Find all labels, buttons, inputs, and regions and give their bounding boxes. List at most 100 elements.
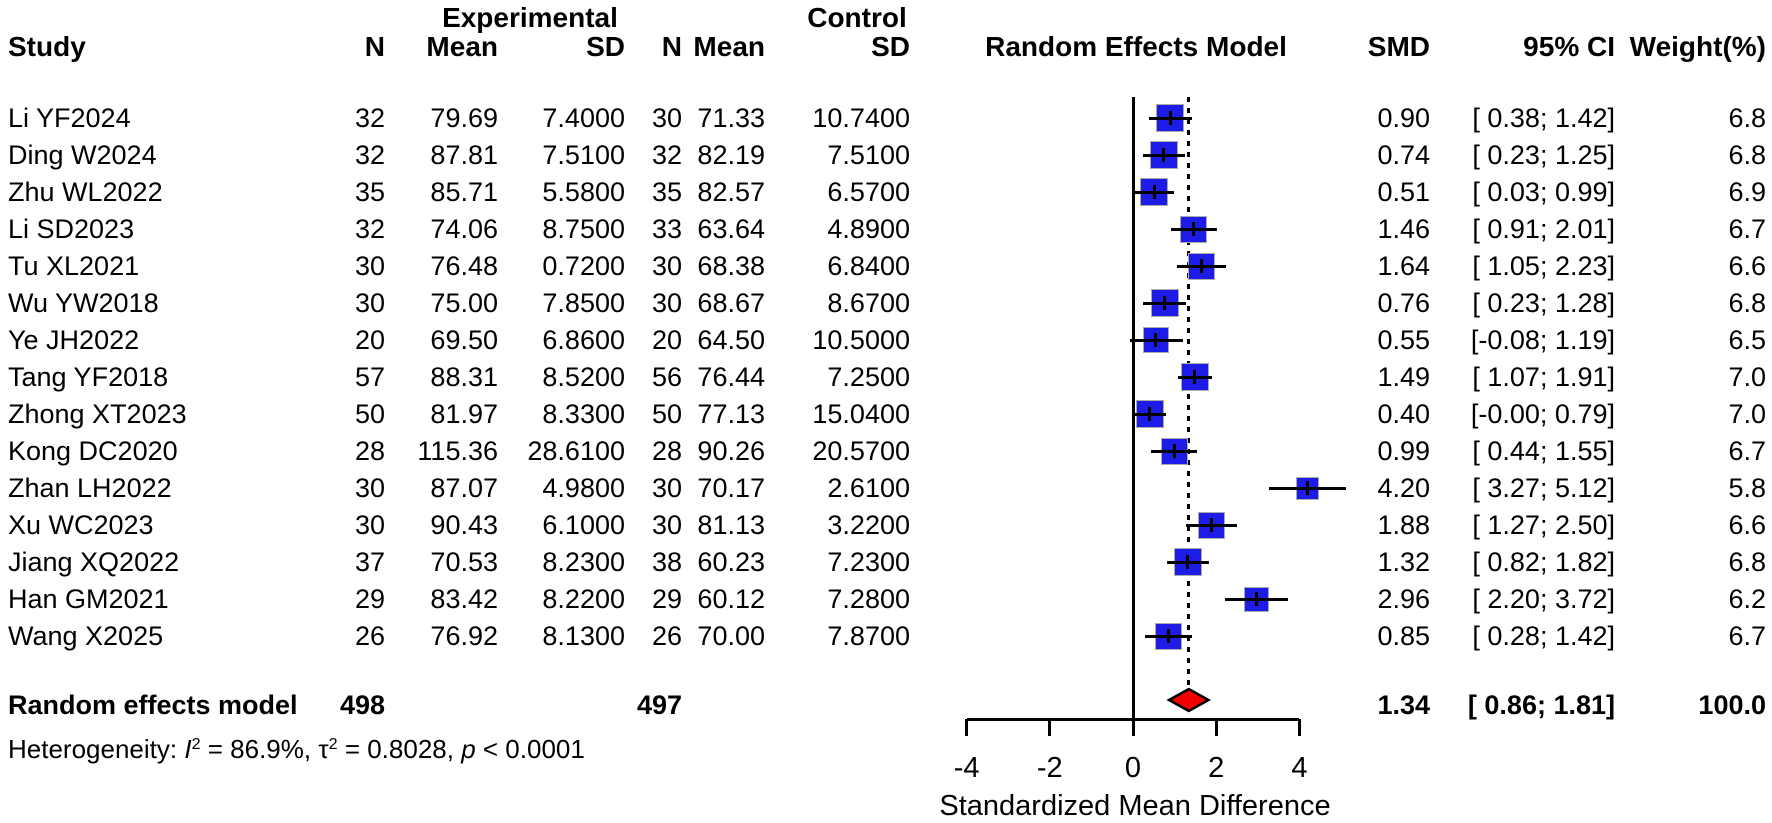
zero-line: [1131, 97, 1135, 719]
tau-squared-symbol: τ: [318, 734, 329, 764]
experimental-mean-value: 75.00: [430, 288, 498, 318]
ci-value: [ 1.05; 2.23]: [1472, 251, 1615, 281]
control-sd-header: SD: [871, 31, 910, 62]
smd-value: 0.99: [1377, 436, 1430, 466]
study-row: Li YF2024 32 79.69 7.4000 30 71.33 10.74…: [0, 100, 1772, 136]
study-label: Kong DC2020: [8, 436, 178, 466]
experimental-sd-value: 8.1300: [542, 621, 625, 651]
ci-value: [ 0.03; 0.99]: [1472, 177, 1615, 207]
tau-squared-value: = 0.8028,: [337, 734, 462, 764]
weight-value: 6.8: [1728, 103, 1766, 133]
point-estimate-tick: [1199, 259, 1203, 273]
experimental-sd-value: 8.5200: [542, 362, 625, 392]
ci-value: [ 0.28; 1.42]: [1472, 621, 1615, 651]
weight-value: 6.6: [1728, 251, 1766, 281]
experimental-n-value: 30: [354, 510, 385, 540]
ci-value: [ 0.23; 1.28]: [1472, 288, 1615, 318]
point-estimate-tick: [1254, 592, 1258, 606]
ci-value: [ 1.27; 2.50]: [1472, 510, 1615, 540]
control-sd-value: 7.8700: [827, 621, 910, 651]
point-estimate-tick: [1193, 370, 1197, 384]
control-n-value: 38: [651, 547, 682, 577]
x-axis-title: Standardized Mean Difference: [939, 790, 1331, 822]
summary-label: Random effects model: [8, 690, 298, 720]
control-group-header: Control: [807, 2, 907, 33]
i-squared-exponent: 2: [191, 735, 201, 753]
study-label: Tang YF2018: [8, 362, 169, 392]
ci-value: [ 0.91; 2.01]: [1472, 214, 1615, 244]
study-row: Wang X2025 26 76.92 8.1300 26 70.00 7.87…: [0, 618, 1772, 654]
summary-ci-value: [ 0.86; 1.81]: [1467, 690, 1615, 720]
control-mean-value: 60.23: [697, 547, 765, 577]
point-estimate-tick: [1186, 555, 1190, 569]
smd-value: 0.90: [1377, 103, 1430, 133]
study-label: Li YF2024: [8, 103, 131, 133]
experimental-n-value: 29: [354, 584, 385, 614]
point-estimate-tick: [1209, 518, 1213, 532]
control-n-value: 30: [651, 473, 682, 503]
control-mean-value: 70.17: [697, 473, 765, 503]
smd-value: 0.76: [1377, 288, 1430, 318]
study-label: Han GM2021: [8, 584, 169, 614]
experimental-mean-value: 76.48: [430, 251, 498, 281]
experimental-sd-value: 0.7200: [542, 251, 625, 281]
study-row: Ye JH2022 20 69.50 6.8600 20 64.50 10.50…: [0, 322, 1772, 358]
control-mean-value: 81.13: [697, 510, 765, 540]
study-row: Ding W2024 32 87.81 7.5100 32 82.19 7.51…: [0, 137, 1772, 173]
ci-value: [ 0.82; 1.82]: [1472, 547, 1615, 577]
study-label: Xu WC2023: [8, 510, 154, 540]
smd-value: 0.51: [1377, 177, 1430, 207]
axis-tick: [1131, 719, 1135, 736]
control-mean-header: Mean: [693, 31, 765, 62]
control-mean-value: 90.26: [697, 436, 765, 466]
experimental-sd-value: 4.9800: [542, 473, 625, 503]
study-label: Ding W2024: [8, 140, 157, 170]
ci-value: [ 0.44; 1.55]: [1472, 436, 1615, 466]
study-row: Zhan LH2022 30 87.07 4.9800 30 70.17 2.6…: [0, 470, 1772, 506]
smd-value: 0.40: [1377, 399, 1430, 429]
experimental-mean-header: Mean: [426, 31, 498, 62]
pooled-estimate-line: [1187, 97, 1191, 688]
weight-value: 6.7: [1728, 214, 1766, 244]
experimental-mean-value: 76.92: [430, 621, 498, 651]
summary-n-experimental: 498: [339, 690, 385, 720]
axis-tick-label: -2: [1036, 752, 1063, 784]
experimental-sd-value: 6.1000: [542, 510, 625, 540]
weight-value: 6.8: [1728, 547, 1766, 577]
axis-tick: [1048, 719, 1052, 736]
weight-value: 5.8: [1728, 473, 1766, 503]
experimental-mean-value: 90.43: [430, 510, 498, 540]
point-estimate-tick: [1192, 222, 1196, 236]
ci-value: [-0.08; 1.19]: [1470, 325, 1615, 355]
point-estimate-tick: [1148, 407, 1152, 421]
smd-value: 1.64: [1377, 251, 1430, 281]
weight-value: 6.9: [1728, 177, 1766, 207]
study-row: Jiang XQ2022 37 70.53 8.2300 38 60.23 7.…: [0, 544, 1772, 580]
control-n-value: 32: [651, 140, 682, 170]
weight-value: 6.7: [1728, 436, 1766, 466]
control-sd-value: 7.5100: [827, 140, 910, 170]
control-sd-value: 3.2200: [827, 510, 910, 540]
experimental-mean-value: 69.50: [430, 325, 498, 355]
experimental-n-value: 32: [354, 140, 385, 170]
control-sd-value: 15.0400: [812, 399, 910, 429]
experimental-mean-value: 88.31: [430, 362, 498, 392]
study-label: Zhu WL2022: [8, 177, 163, 207]
control-mean-value: 68.67: [697, 288, 765, 318]
point-estimate-tick: [1162, 148, 1166, 162]
study-row: Tang YF2018 57 88.31 8.5200 56 76.44 7.2…: [0, 359, 1772, 395]
weight-column-header: Weight(%): [1629, 31, 1766, 62]
ci-value: [ 3.27; 5.12]: [1472, 473, 1615, 503]
experimental-mean-value: 79.69: [430, 103, 498, 133]
experimental-sd-value: 8.2200: [542, 584, 625, 614]
experimental-n-value: 28: [354, 436, 385, 466]
smd-value: 0.55: [1377, 325, 1430, 355]
axis-tick: [965, 719, 969, 736]
experimental-group-header: Experimental: [442, 2, 618, 33]
experimental-sd-value: 5.5800: [542, 177, 625, 207]
control-mean-value: 82.57: [697, 177, 765, 207]
study-label: Wang X2025: [8, 621, 164, 651]
smd-value: 2.96: [1377, 584, 1430, 614]
experimental-n-value: 30: [354, 288, 385, 318]
point-estimate-tick: [1152, 185, 1156, 199]
